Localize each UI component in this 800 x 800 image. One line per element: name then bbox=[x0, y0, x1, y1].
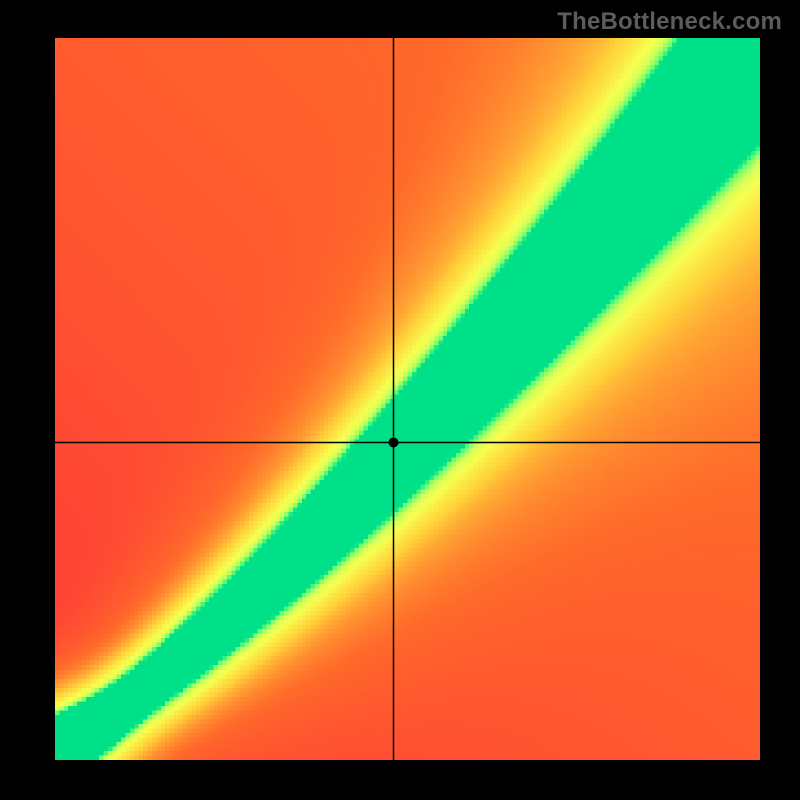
crosshair-overlay bbox=[55, 38, 760, 760]
figure-root: TheBottleneck.com bbox=[0, 0, 800, 800]
watermark-text: TheBottleneck.com bbox=[557, 8, 782, 36]
